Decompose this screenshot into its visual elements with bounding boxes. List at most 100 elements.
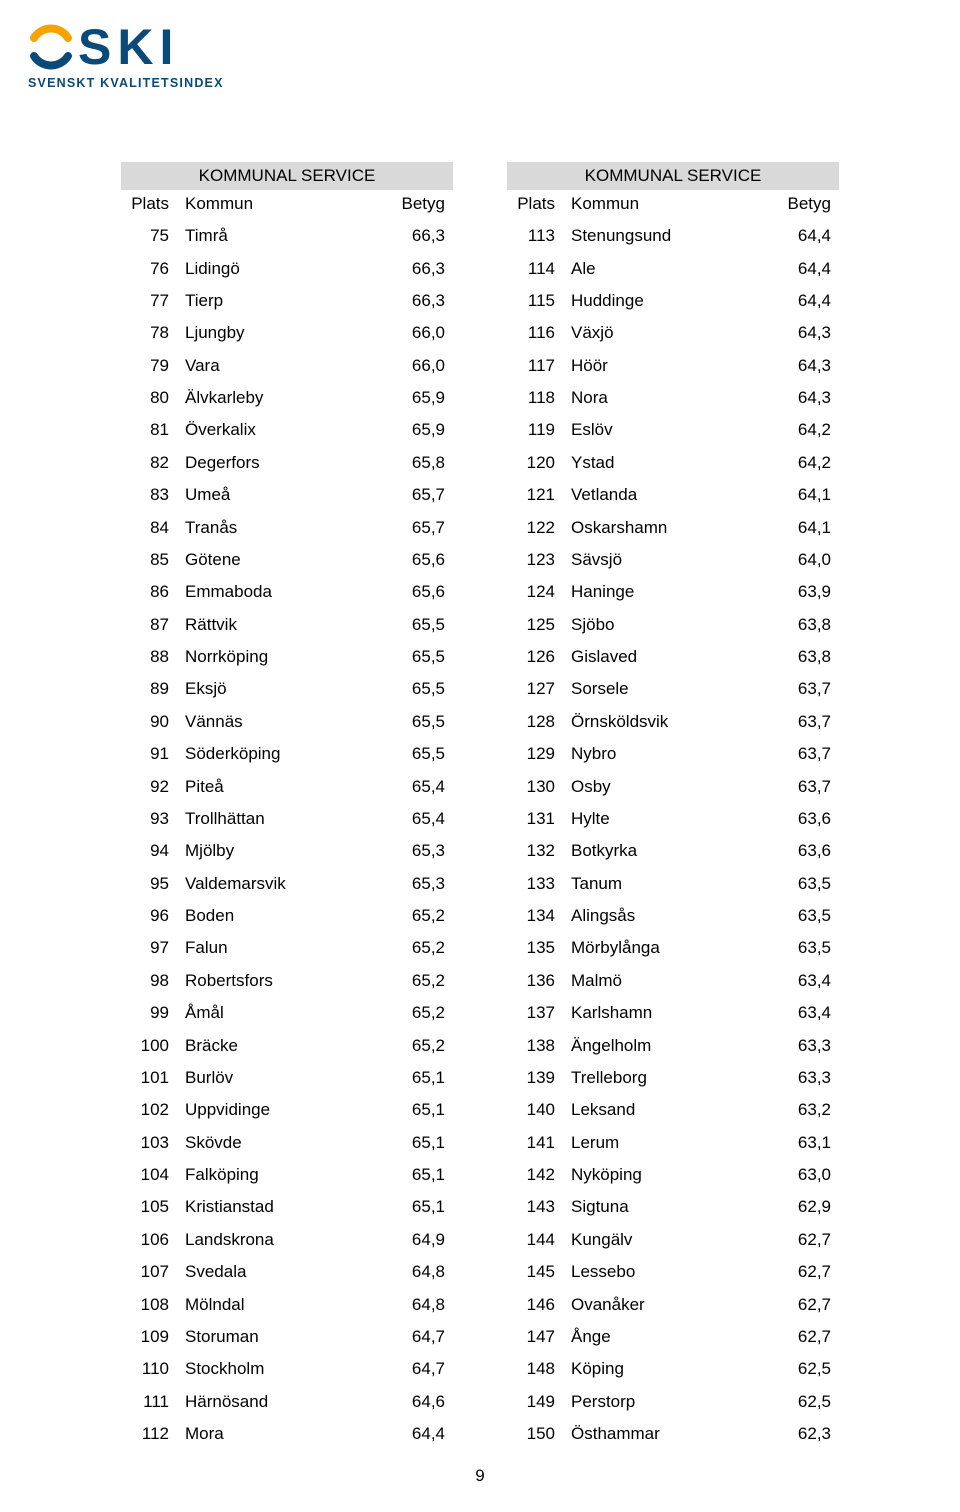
cell-kommun: Timrå: [177, 220, 387, 252]
cell-plats: 82: [121, 447, 177, 479]
cell-kommun: Härnösand: [177, 1386, 387, 1418]
cell-betyg: 64,9: [387, 1224, 453, 1256]
table-row: 75Timrå66,3: [121, 220, 453, 252]
table-row: 108Mölndal64,8: [121, 1288, 453, 1320]
table-row: 141Lerum63,1: [507, 1127, 839, 1159]
table-row: 92Piteå65,4: [121, 770, 453, 802]
table-row: 95Valdemarsvik65,3: [121, 868, 453, 900]
cell-betyg: 65,1: [387, 1191, 453, 1223]
table-row: 104Falköping65,1: [121, 1159, 453, 1191]
cell-betyg: 62,7: [773, 1321, 839, 1353]
cell-betyg: 65,2: [387, 900, 453, 932]
cell-kommun: Mjölby: [177, 835, 387, 867]
table-row: 82Degerfors65,8: [121, 447, 453, 479]
cell-plats: 122: [507, 511, 563, 543]
table-row: 137Karlshamn63,4: [507, 997, 839, 1029]
cell-plats: 147: [507, 1321, 563, 1353]
cell-plats: 133: [507, 868, 563, 900]
table-row: 129Nybro63,7: [507, 738, 839, 770]
cell-kommun: Hylte: [563, 803, 773, 835]
cell-plats: 93: [121, 803, 177, 835]
cell-betyg: 63,0: [773, 1159, 839, 1191]
cell-plats: 145: [507, 1256, 563, 1288]
table-row: 111Härnösand64,6: [121, 1386, 453, 1418]
cell-kommun: Trollhättan: [177, 803, 387, 835]
table-row: 113Stenungsund64,4: [507, 220, 839, 252]
logo-row: SKI: [28, 22, 224, 72]
cell-betyg: 64,8: [387, 1288, 453, 1320]
cell-plats: 142: [507, 1159, 563, 1191]
cell-plats: 99: [121, 997, 177, 1029]
cell-plats: 98: [121, 965, 177, 997]
col-kommun: Kommun: [177, 190, 387, 220]
table-row: 121Vetlanda64,1: [507, 479, 839, 511]
cell-kommun: Piteå: [177, 770, 387, 802]
table-row: 127Sorsele63,7: [507, 673, 839, 705]
cell-kommun: Höör: [563, 350, 773, 382]
cell-betyg: 64,4: [773, 252, 839, 284]
table-row: 123Sävsjö64,0: [507, 544, 839, 576]
cell-kommun: Växjö: [563, 317, 773, 349]
cell-plats: 115: [507, 285, 563, 317]
table-row: 86Emmaboda65,6: [121, 576, 453, 608]
cell-kommun: Kristianstad: [177, 1191, 387, 1223]
cell-kommun: Sorsele: [563, 673, 773, 705]
page-number: 9: [0, 1466, 960, 1486]
cell-betyg: 63,8: [773, 641, 839, 673]
cell-kommun: Sjöbo: [563, 609, 773, 641]
cell-plats: 134: [507, 900, 563, 932]
cell-betyg: 63,3: [773, 1062, 839, 1094]
cell-plats: 117: [507, 350, 563, 382]
cell-plats: 127: [507, 673, 563, 705]
cell-kommun: Nybro: [563, 738, 773, 770]
cell-betyg: 64,3: [773, 350, 839, 382]
cell-plats: 97: [121, 932, 177, 964]
cell-betyg: 65,4: [387, 803, 453, 835]
cell-plats: 125: [507, 609, 563, 641]
table-row: 94Mjölby65,3: [121, 835, 453, 867]
cell-betyg: 66,3: [387, 252, 453, 284]
cell-betyg: 63,4: [773, 997, 839, 1029]
cell-kommun: Lerum: [563, 1127, 773, 1159]
cell-plats: 132: [507, 835, 563, 867]
cell-betyg: 62,3: [773, 1418, 839, 1450]
cell-plats: 103: [121, 1127, 177, 1159]
table-row: 77Tierp66,3: [121, 285, 453, 317]
cell-kommun: Huddinge: [563, 285, 773, 317]
cell-kommun: Norrköping: [177, 641, 387, 673]
cell-kommun: Tierp: [177, 285, 387, 317]
cell-plats: 90: [121, 706, 177, 738]
cell-kommun: Ånge: [563, 1321, 773, 1353]
table-row: 101Burlöv65,1: [121, 1062, 453, 1094]
cell-plats: 95: [121, 868, 177, 900]
cell-kommun: Vännäs: [177, 706, 387, 738]
cell-kommun: Malmö: [563, 965, 773, 997]
table-row: 126Gislaved63,8: [507, 641, 839, 673]
cell-plats: 126: [507, 641, 563, 673]
cell-kommun: Ljungby: [177, 317, 387, 349]
cell-betyg: 63,4: [773, 965, 839, 997]
cell-betyg: 63,5: [773, 932, 839, 964]
cell-kommun: Umeå: [177, 479, 387, 511]
cell-betyg: 62,9: [773, 1191, 839, 1223]
cell-kommun: Ystad: [563, 447, 773, 479]
cell-kommun: Storuman: [177, 1321, 387, 1353]
tables-container: KOMMUNAL SERVICE Plats Kommun Betyg 75Ti…: [0, 162, 960, 1450]
cell-betyg: 63,7: [773, 770, 839, 802]
table-row: 133Tanum63,5: [507, 868, 839, 900]
cell-betyg: 63,6: [773, 803, 839, 835]
table-row: 110Stockholm64,7: [121, 1353, 453, 1385]
cell-betyg: 64,3: [773, 382, 839, 414]
cell-kommun: Stenungsund: [563, 220, 773, 252]
cell-betyg: 65,6: [387, 576, 453, 608]
cell-kommun: Falköping: [177, 1159, 387, 1191]
cell-plats: 135: [507, 932, 563, 964]
cell-plats: 119: [507, 414, 563, 446]
cell-plats: 96: [121, 900, 177, 932]
cell-plats: 149: [507, 1386, 563, 1418]
cell-betyg: 63,6: [773, 835, 839, 867]
cell-betyg: 65,5: [387, 673, 453, 705]
table-row: 128Örnsköldsvik63,7: [507, 706, 839, 738]
cell-plats: 101: [121, 1062, 177, 1094]
cell-betyg: 64,7: [387, 1321, 453, 1353]
